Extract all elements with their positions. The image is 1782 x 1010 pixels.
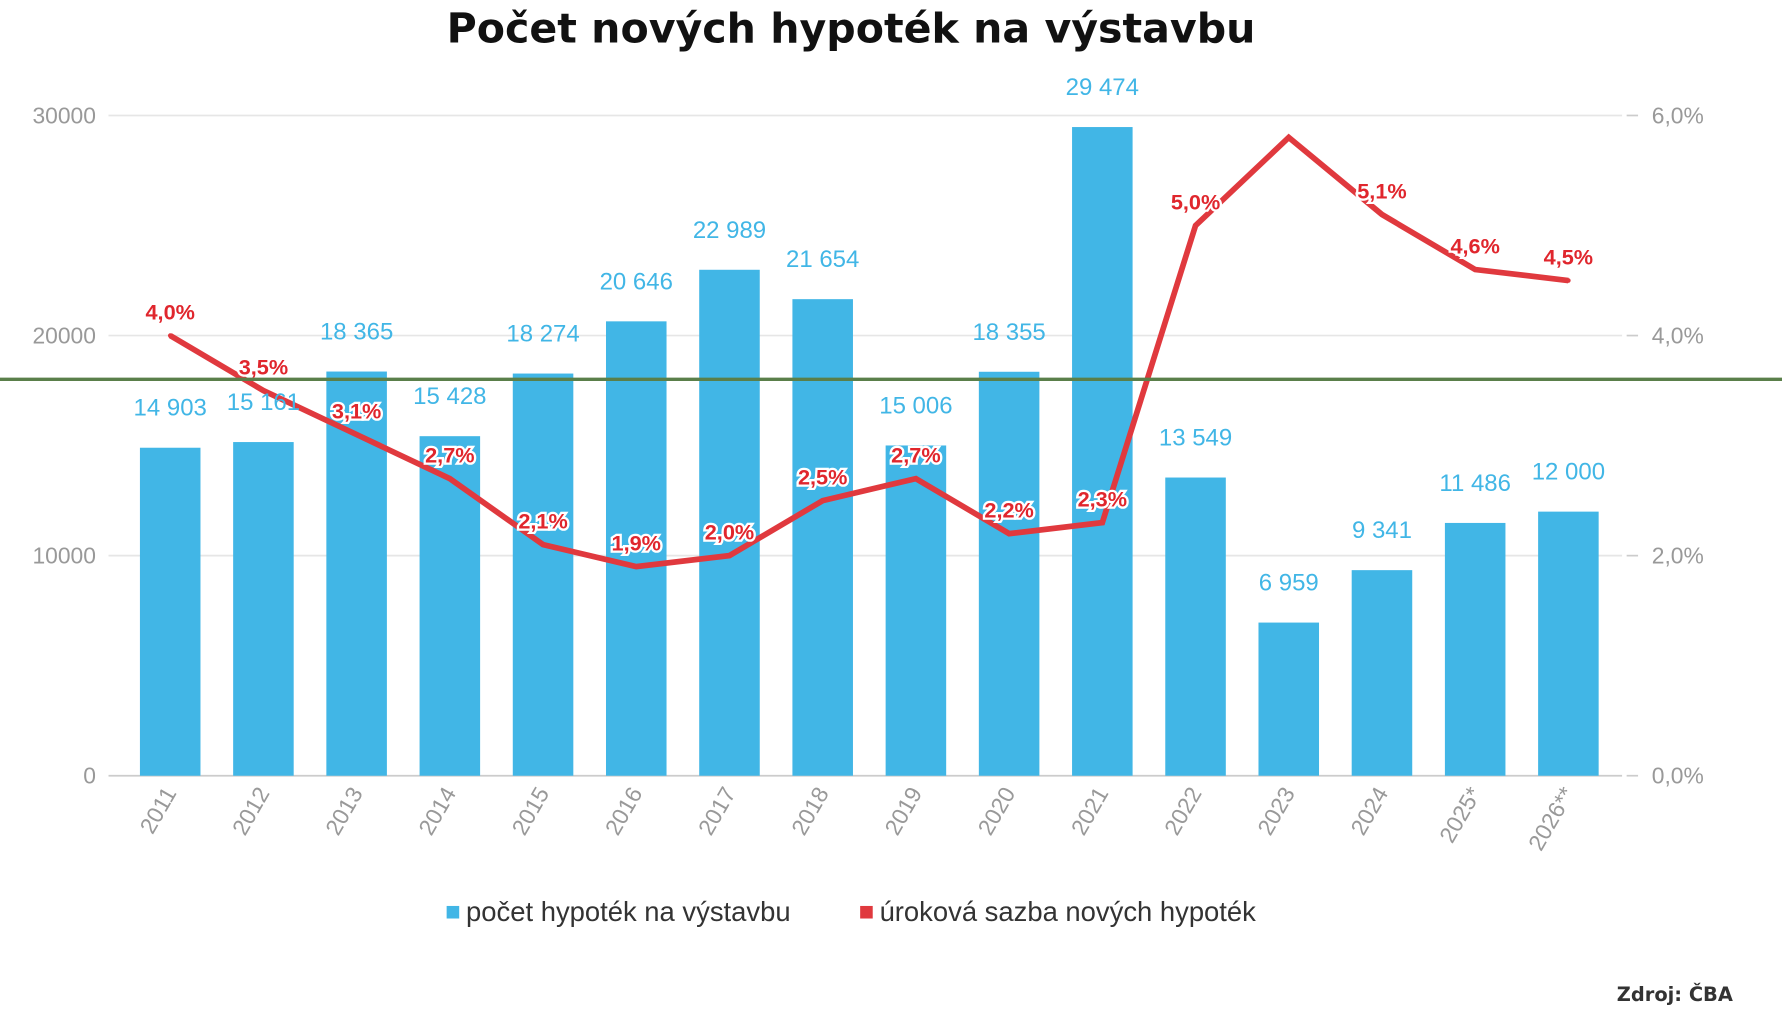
- x-tick-label: 2017: [693, 782, 741, 839]
- rate-point: [820, 498, 825, 503]
- source-note: Zdroj: ČBA: [1617, 982, 1733, 1006]
- x-tick-label: 2018: [786, 782, 834, 839]
- bar: [885, 445, 947, 776]
- rate-value-label: 3,1%: [332, 399, 381, 424]
- rate-point: [1379, 212, 1385, 217]
- legend-swatch-line: [860, 905, 873, 919]
- rate-point: [1566, 278, 1571, 283]
- y-left-tick-label: 10000: [32, 543, 95, 569]
- bar-value-label: 20 646: [600, 268, 673, 295]
- rate-value-label: 4,6%: [1450, 234, 1499, 259]
- bar: [1165, 477, 1226, 776]
- bar: [139, 447, 201, 776]
- x-tick-label: 2024: [1345, 782, 1393, 839]
- rate-value-label: 2,2%: [984, 498, 1033, 523]
- rate-point: [261, 388, 266, 393]
- rate-value-label: 5,1%: [1357, 179, 1406, 204]
- rate-value-label: 4,0%: [145, 300, 194, 325]
- y-left-tick-label: 30000: [32, 102, 95, 128]
- x-tick-label: 2021: [1066, 782, 1114, 839]
- bar: [605, 321, 667, 776]
- bar-value-label: 9 341: [1352, 517, 1412, 544]
- bar-value-label: 14 903: [134, 395, 207, 422]
- x-tick-label: 2013: [320, 782, 368, 839]
- rate-point: [167, 333, 173, 338]
- bar-value-label: 21 654: [786, 246, 859, 273]
- rate-point: [1100, 520, 1105, 525]
- x-tick-label: 2011: [134, 782, 181, 838]
- rate-point: [1006, 531, 1012, 536]
- rate-point: [540, 542, 546, 547]
- y-right-tick-label: 4,0%: [1652, 323, 1704, 349]
- rate-point: [633, 564, 639, 569]
- bar-value-label: 22 989: [693, 217, 766, 244]
- bar-value-label: 6 959: [1259, 570, 1319, 597]
- y-left-tick-label: 0: [83, 763, 96, 789]
- rate-point: [727, 553, 732, 558]
- x-tick-label: 2019: [879, 782, 927, 839]
- bar-value-label: 13 549: [1159, 425, 1232, 452]
- bar: [512, 373, 574, 776]
- bar: [978, 371, 1040, 776]
- bar: [699, 269, 760, 776]
- x-tick-label: 2015: [506, 782, 554, 839]
- rate-value-label: 1,9%: [612, 531, 661, 556]
- x-tick-label: 2020: [972, 782, 1020, 839]
- bar-value-label: 15 006: [879, 392, 952, 419]
- rate-value-label: 2,0%: [705, 520, 754, 545]
- rate-line: [168, 133, 1569, 570]
- x-tick-label: 2026**: [1523, 782, 1580, 854]
- x-tick-label: 2022: [1159, 782, 1207, 839]
- rate-point: [1193, 223, 1198, 228]
- y-right-tick-label: 6,0%: [1652, 102, 1704, 128]
- rate-value-label: 5,0%: [1171, 190, 1220, 215]
- bar: [792, 299, 853, 776]
- rate-value-label: 2,5%: [798, 465, 847, 490]
- rate-value-label: 2,7%: [891, 443, 940, 468]
- rate-point: [1286, 135, 1292, 140]
- bar-value-label: 15 161: [227, 389, 300, 416]
- rate-point: [1472, 267, 1478, 272]
- bar-value-label: 29 474: [1066, 74, 1139, 101]
- bar-value-label: 12 000: [1532, 459, 1605, 486]
- bar: [1351, 570, 1413, 776]
- x-tick-label: 2014: [413, 782, 461, 839]
- rate-point: [354, 432, 359, 437]
- y-left-tick-label: 20000: [32, 323, 95, 349]
- bar: [1258, 622, 1320, 776]
- y-right-tick-label: 2,0%: [1652, 543, 1704, 569]
- x-tick-label: 2016: [600, 782, 648, 839]
- chart-title: Počet nových hypoték na výstavbu: [447, 4, 1256, 52]
- rate-point: [447, 476, 453, 481]
- bar-value-label: 18 274: [506, 321, 579, 348]
- legend-label-line: úroková sazba nových hypoték: [880, 896, 1257, 927]
- bar-value-label: 18 365: [320, 319, 393, 346]
- y-right-tick-label: 0,0%: [1652, 763, 1704, 789]
- legend-swatch-bars: [446, 905, 460, 919]
- rate-value-label: 2,1%: [518, 509, 567, 534]
- rate-value-label: 2,7%: [425, 443, 474, 468]
- bar-value-label: 15 428: [413, 383, 486, 410]
- legend-label-bars: počet hypoték na výstavbu: [466, 896, 791, 927]
- x-tick-label: 2023: [1252, 782, 1300, 839]
- legend: počet hypoték na výstavbu úroková sazba …: [446, 896, 1257, 927]
- rate-value-label: 3,5%: [239, 355, 288, 380]
- bar-value-label: 18 355: [972, 319, 1045, 346]
- rate-point: [913, 476, 919, 481]
- bar: [1444, 522, 1506, 776]
- rate-value-label: 2,3%: [1078, 487, 1127, 512]
- x-tick-label: 2025*: [1434, 782, 1486, 847]
- bar: [419, 436, 481, 776]
- x-tick-label: 2012: [227, 782, 275, 839]
- rate-value-label: 4,5%: [1544, 245, 1593, 270]
- bar: [1538, 511, 1599, 776]
- bar-value-label: 11 486: [1439, 470, 1511, 497]
- bar: [233, 442, 294, 776]
- bar: [326, 371, 387, 776]
